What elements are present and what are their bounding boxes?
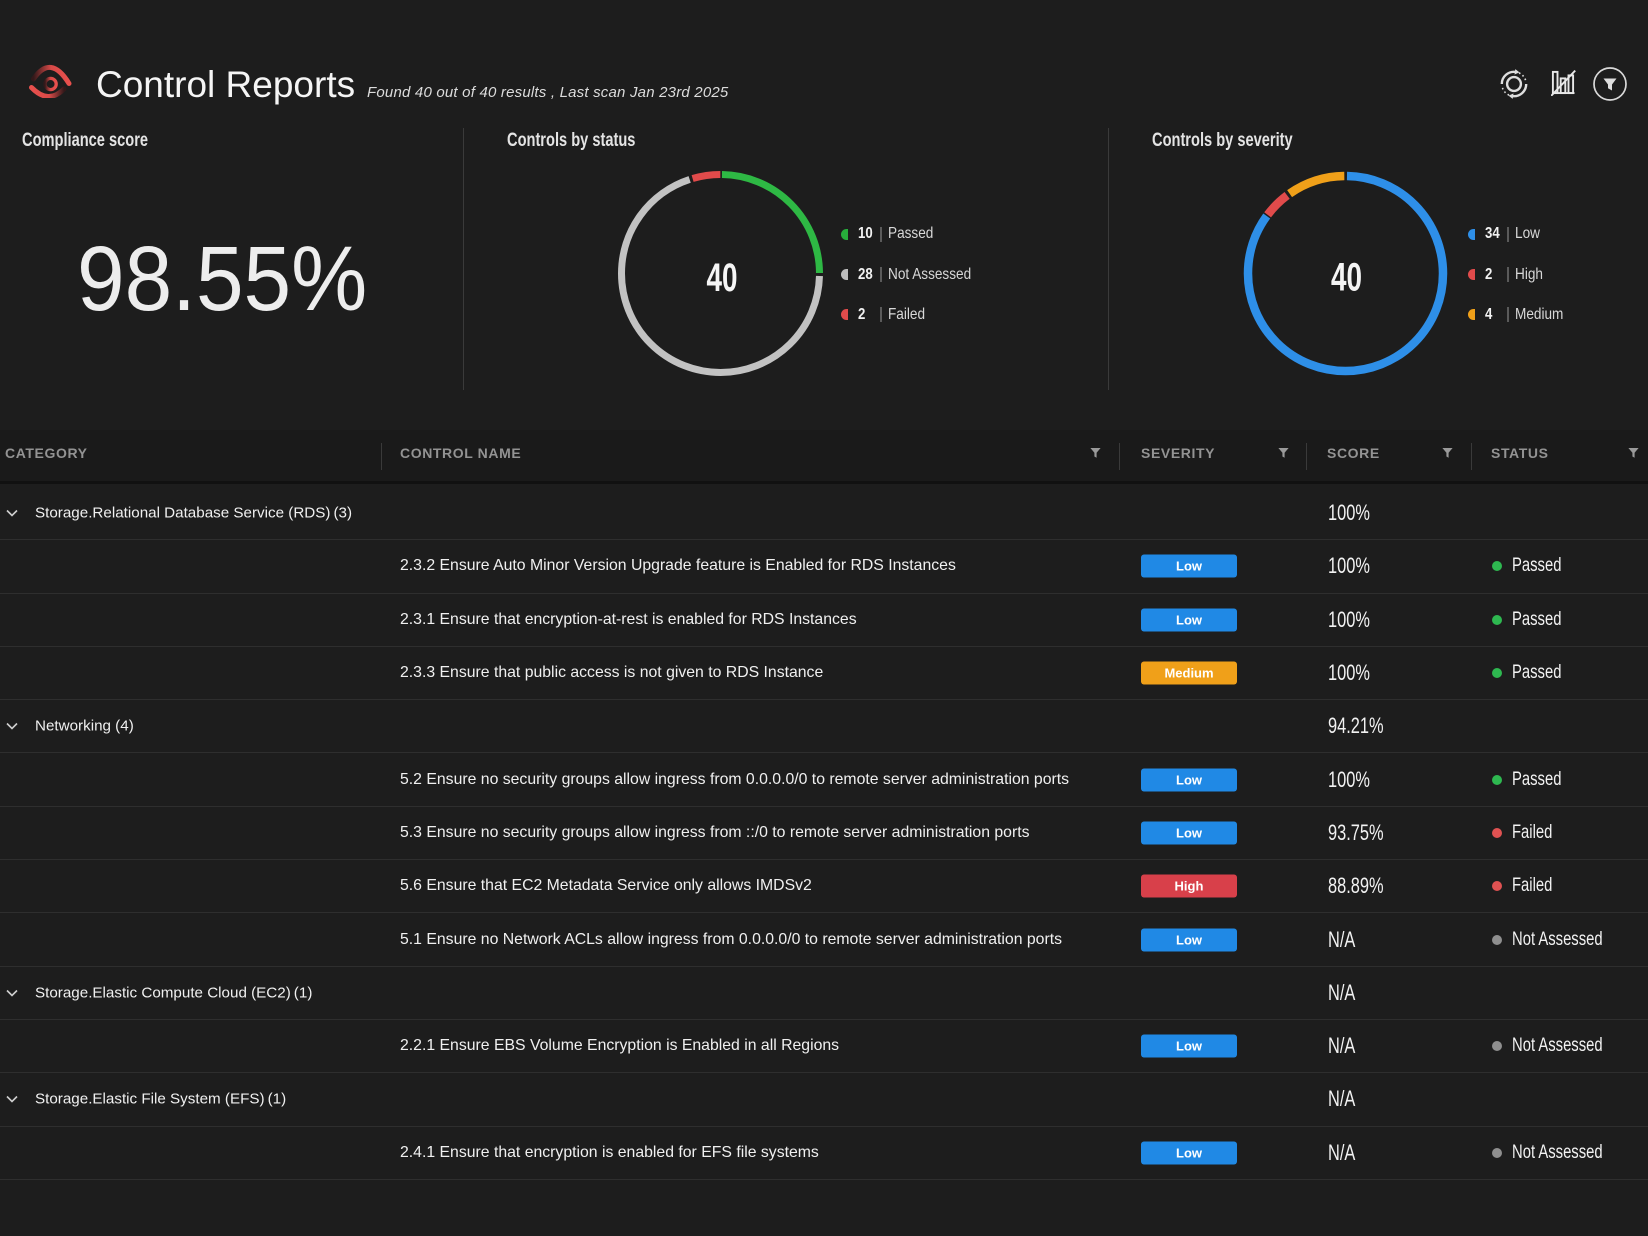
svg-text:40: 40 [1331,256,1362,300]
svg-text:40: 40 [707,256,738,300]
